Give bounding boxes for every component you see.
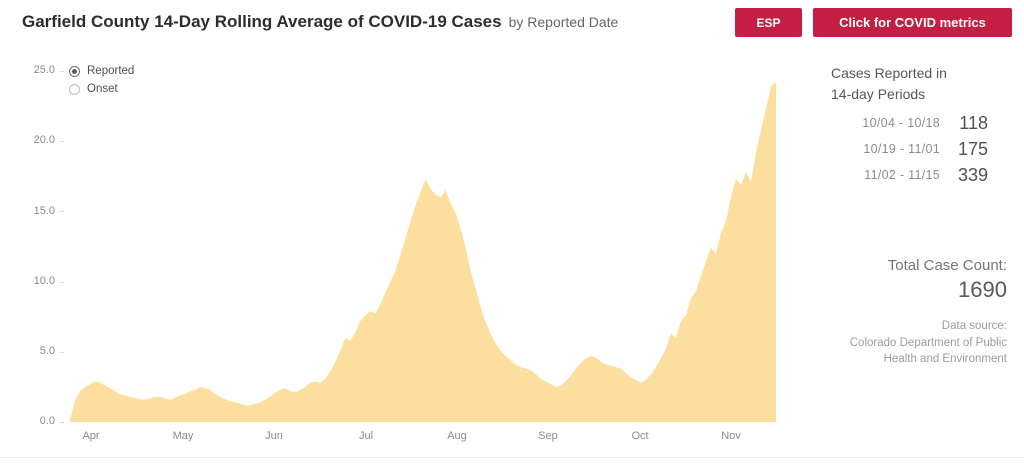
covid-metrics-button[interactable]: Click for COVID metrics [813, 8, 1012, 37]
x-tick-label: Jul [358, 430, 374, 442]
data-source: Data source: Colorado Department of Publ… [808, 318, 1007, 368]
chart-title: Garfield County 14-Day Rolling Average o… [22, 12, 502, 31]
source-label: Data source: [941, 320, 1007, 332]
x-tick-label: Apr [82, 430, 100, 442]
periods-heading-line2: 14-day Periods [831, 86, 926, 102]
y-tick-mark [60, 422, 64, 423]
chart-subtitle: by Reported Date [508, 14, 619, 30]
period-row: 10/19 - 11/01 175 [818, 136, 988, 162]
radio-unselected-icon[interactable] [69, 83, 80, 95]
y-tick-mark [60, 211, 64, 212]
x-tick-label: May [172, 430, 194, 442]
x-tick-label: Nov [721, 430, 741, 442]
period-count: 175 [957, 138, 988, 159]
y-tick-mark [60, 71, 64, 72]
x-tick-label: Jun [265, 430, 283, 442]
y-tick-mark [60, 352, 64, 353]
periods-table: 10/04 - 10/18 118 10/19 - 11/01 175 11/0… [818, 110, 988, 188]
bottom-divider [0, 457, 1024, 458]
total-case-count: Total Case Count: 1690 [818, 257, 1007, 303]
y-tick-label: 25.0 [33, 64, 55, 76]
period-count: 118 [959, 112, 988, 133]
period-range: 10/04 - 10/18 [862, 116, 940, 130]
period-row: 11/02 - 11/15 339 [818, 162, 988, 188]
area-series [70, 82, 776, 422]
x-tick-label: Oct [631, 430, 649, 442]
period-range: 10/19 - 11/01 [863, 142, 940, 156]
periods-heading-line1: Cases Reported in [831, 65, 947, 81]
radio-option-onset[interactable]: Onset [69, 80, 134, 98]
radio-label: Reported [87, 65, 135, 77]
period-count: 339 [957, 164, 988, 185]
radio-label: Onset [87, 83, 118, 95]
y-tick-label: 15.0 [33, 205, 55, 217]
radio-selected-icon[interactable] [69, 65, 80, 77]
period-row: 10/04 - 10/18 118 [818, 110, 988, 136]
y-tick-mark [60, 282, 64, 283]
y-tick-label: 10.0 [33, 275, 55, 287]
total-label: Total Case Count: [887, 257, 1007, 274]
esp-button[interactable]: ESP [735, 8, 802, 37]
y-tick-label: 20.0 [33, 134, 55, 146]
area-chart[interactable] [70, 71, 776, 422]
x-tick-label: Aug [447, 430, 467, 442]
radio-option-reported[interactable]: Reported [69, 62, 134, 80]
source-line1: Colorado Department of Public [849, 336, 1007, 349]
total-value: 1690 [958, 277, 1007, 302]
y-tick-mark [60, 141, 64, 142]
page-title: Garfield County 14-Day Rolling Average o… [22, 12, 618, 32]
source-line2: Health and Environment [883, 353, 1007, 365]
period-range: 11/02 - 11/15 [864, 168, 940, 182]
y-tick-label: 5.0 [39, 345, 55, 357]
y-tick-label: 0.0 [39, 415, 55, 427]
periods-heading: Cases Reported in 14-day Periods [831, 63, 947, 105]
date-type-legend: Reported Onset [69, 62, 134, 98]
x-tick-label: Sep [538, 430, 558, 442]
